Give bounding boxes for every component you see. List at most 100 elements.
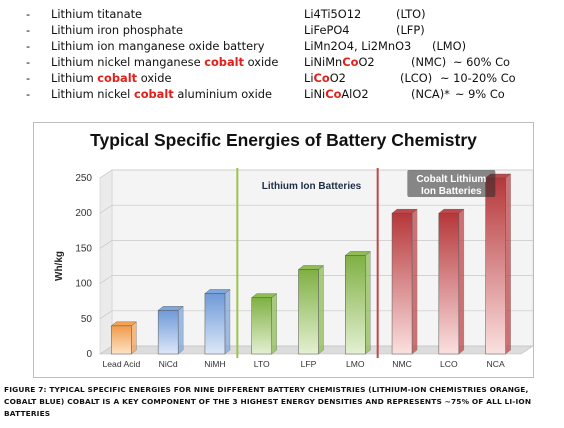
bar-front [485,177,506,355]
x-tick-label: NMC [392,359,412,369]
cobalt-symbol: Co [342,55,359,69]
bar-side [411,208,418,355]
bullet-dash: - [26,71,31,85]
chemistry-row: - Lithium nickel manganese cobalt oxide Li… [0,54,564,70]
bar-lfp [297,265,325,355]
cobalt-highlight: cobalt [133,87,174,101]
cobalt-label-backing [407,170,496,197]
y-tick-label: 250 [75,173,92,184]
chemistry-abbreviation: (NCA)* [411,87,450,101]
bar-side [131,321,137,355]
chemical-formula: LiNiMnCoO2 [304,54,375,70]
figure-caption: Figure 7: Typical specific energies for … [4,385,532,418]
formula-text: O2 [358,55,375,69]
gridline [99,204,533,214]
bar-front [345,255,366,355]
formula-text: LiMn2O4, Li2MnO3 [304,39,412,53]
bar-lto [251,293,278,355]
chemical-formula: LiNiCoAlO2 [304,86,369,102]
chemistry-row: - Lithium ion manganese oxide battery LiMn… [0,38,564,54]
label-line: Ion Batteries [421,186,482,197]
chemistry-name: Lithium ion manganese oxide battery [51,38,265,54]
x-tick-label: LMO [346,359,365,369]
bar-front [438,212,460,355]
bullet-dash: - [26,55,31,69]
cobalt-highlight: cobalt [204,55,245,69]
y-tick-label: 150 [75,243,92,254]
bar-nmc [391,208,418,355]
chemistry-row: - Lithium nickel cobalt aluminium oxide Li… [0,86,564,102]
name-text: Lithium titanate [51,7,143,21]
formula-text: O2 [329,71,346,85]
bar-front [157,310,179,355]
chemical-formula: LiFePO4 [304,22,350,38]
name-text: Lithium [51,71,98,85]
y-tick-label: 200 [75,208,92,219]
bar-side [224,289,231,355]
bar-front [204,293,226,355]
cobalt-symbol: Co [325,87,342,101]
formula-text: Li4Ti5O12 [304,7,362,21]
cobalt-highlight: cobalt [97,71,138,85]
chemical-formula: LiCoO2 [304,70,346,86]
chart-side-wall [99,169,113,355]
bar-front [391,212,413,355]
bullet-dash: - [26,23,31,37]
y-axis-label: Wh/kg [54,251,65,281]
chemistry-row: - Lithium iron phosphate LiFePO4 (LFP) [0,22,564,38]
chemistry-name: Lithium nickel manganese cobalt oxide [51,54,278,70]
y-tick-label: 0 [86,349,92,360]
bar-lead-acid [110,321,137,355]
bar-side [365,251,371,355]
bar-side [177,305,184,355]
x-tick-label: LTO [254,359,270,369]
y-tick-label: 100 [75,279,92,290]
cobalt-symbol: Co [313,71,330,85]
name-text: Lithium ion manganese oxide battery [51,39,265,53]
x-tick-label: LFP [301,359,317,369]
bar-lco [438,208,465,355]
chemistry-name: Lithium cobalt oxide [51,70,171,86]
gridline [99,169,533,179]
name-text: oxide [244,55,279,69]
bar-nca [485,173,512,355]
cobalt-group-label: Cobalt Lithium Ion Batteries [416,174,486,197]
chemistry-name: Lithium iron phosphate [51,22,183,38]
chemistry-abbreviation: (LFP) [396,23,425,37]
x-tick-label: NiCd [159,359,178,369]
bar-side [318,265,324,355]
bar-side [505,173,511,355]
chemistry-name: Lithium nickel cobalt aluminium oxide [51,86,272,102]
formula-text: LiNiMn [304,55,343,69]
bar-nicd [157,305,184,355]
bar-lmo [344,251,371,355]
name-text: aluminium oxide [173,87,273,101]
bar-front [298,269,319,355]
chemistry-row: - Lithium cobalt oxide LiCoO2 (LCO) ~ 10-20%… [0,70,564,86]
chemical-formula: LiMn2O4, Li2MnO3 [304,38,411,54]
formula-text: LiNi [304,87,326,101]
chemistry-abbreviation: (LCO) [400,71,433,85]
name-text: oxide [137,71,172,85]
bullet-dash: - [26,7,31,21]
bar-front [251,297,272,355]
formula-text: LiFePO4 [304,23,350,37]
bar-side [271,293,277,355]
chemistry-row: - Lithium titanate Li4Ti5O12 (LTO) [0,6,564,22]
chemistry-name: Lithium titanate [51,6,142,22]
chemistry-abbreviation: (NMC) [411,55,447,69]
chemical-formula: Li4Ti5O12 [304,6,361,22]
lithium-ion-group-label: Lithium Ion Batteries [262,181,362,192]
x-tick-label: NCA [487,359,505,369]
x-tick-label: NiMH [204,359,225,369]
cobalt-share-note: ~ 9% Co [455,87,505,101]
name-text: Lithium nickel manganese [51,55,205,69]
bar-front [111,325,132,355]
chart-title: Typical Specific Energies of Battery Che… [90,130,477,150]
chart-plot-area: 0 50 100 150 200 250 Wh/kg Lead Acid NiCd NiMH LTO… [54,168,533,369]
specific-energy-chart: Typical Specific Energies of Battery Che… [33,122,534,378]
cobalt-share-note: ~ 60% Co [453,55,511,69]
bullet-dash: - [26,87,31,101]
name-text: Lithium nickel [51,87,134,101]
name-text: Lithium iron phosphate [51,23,183,37]
